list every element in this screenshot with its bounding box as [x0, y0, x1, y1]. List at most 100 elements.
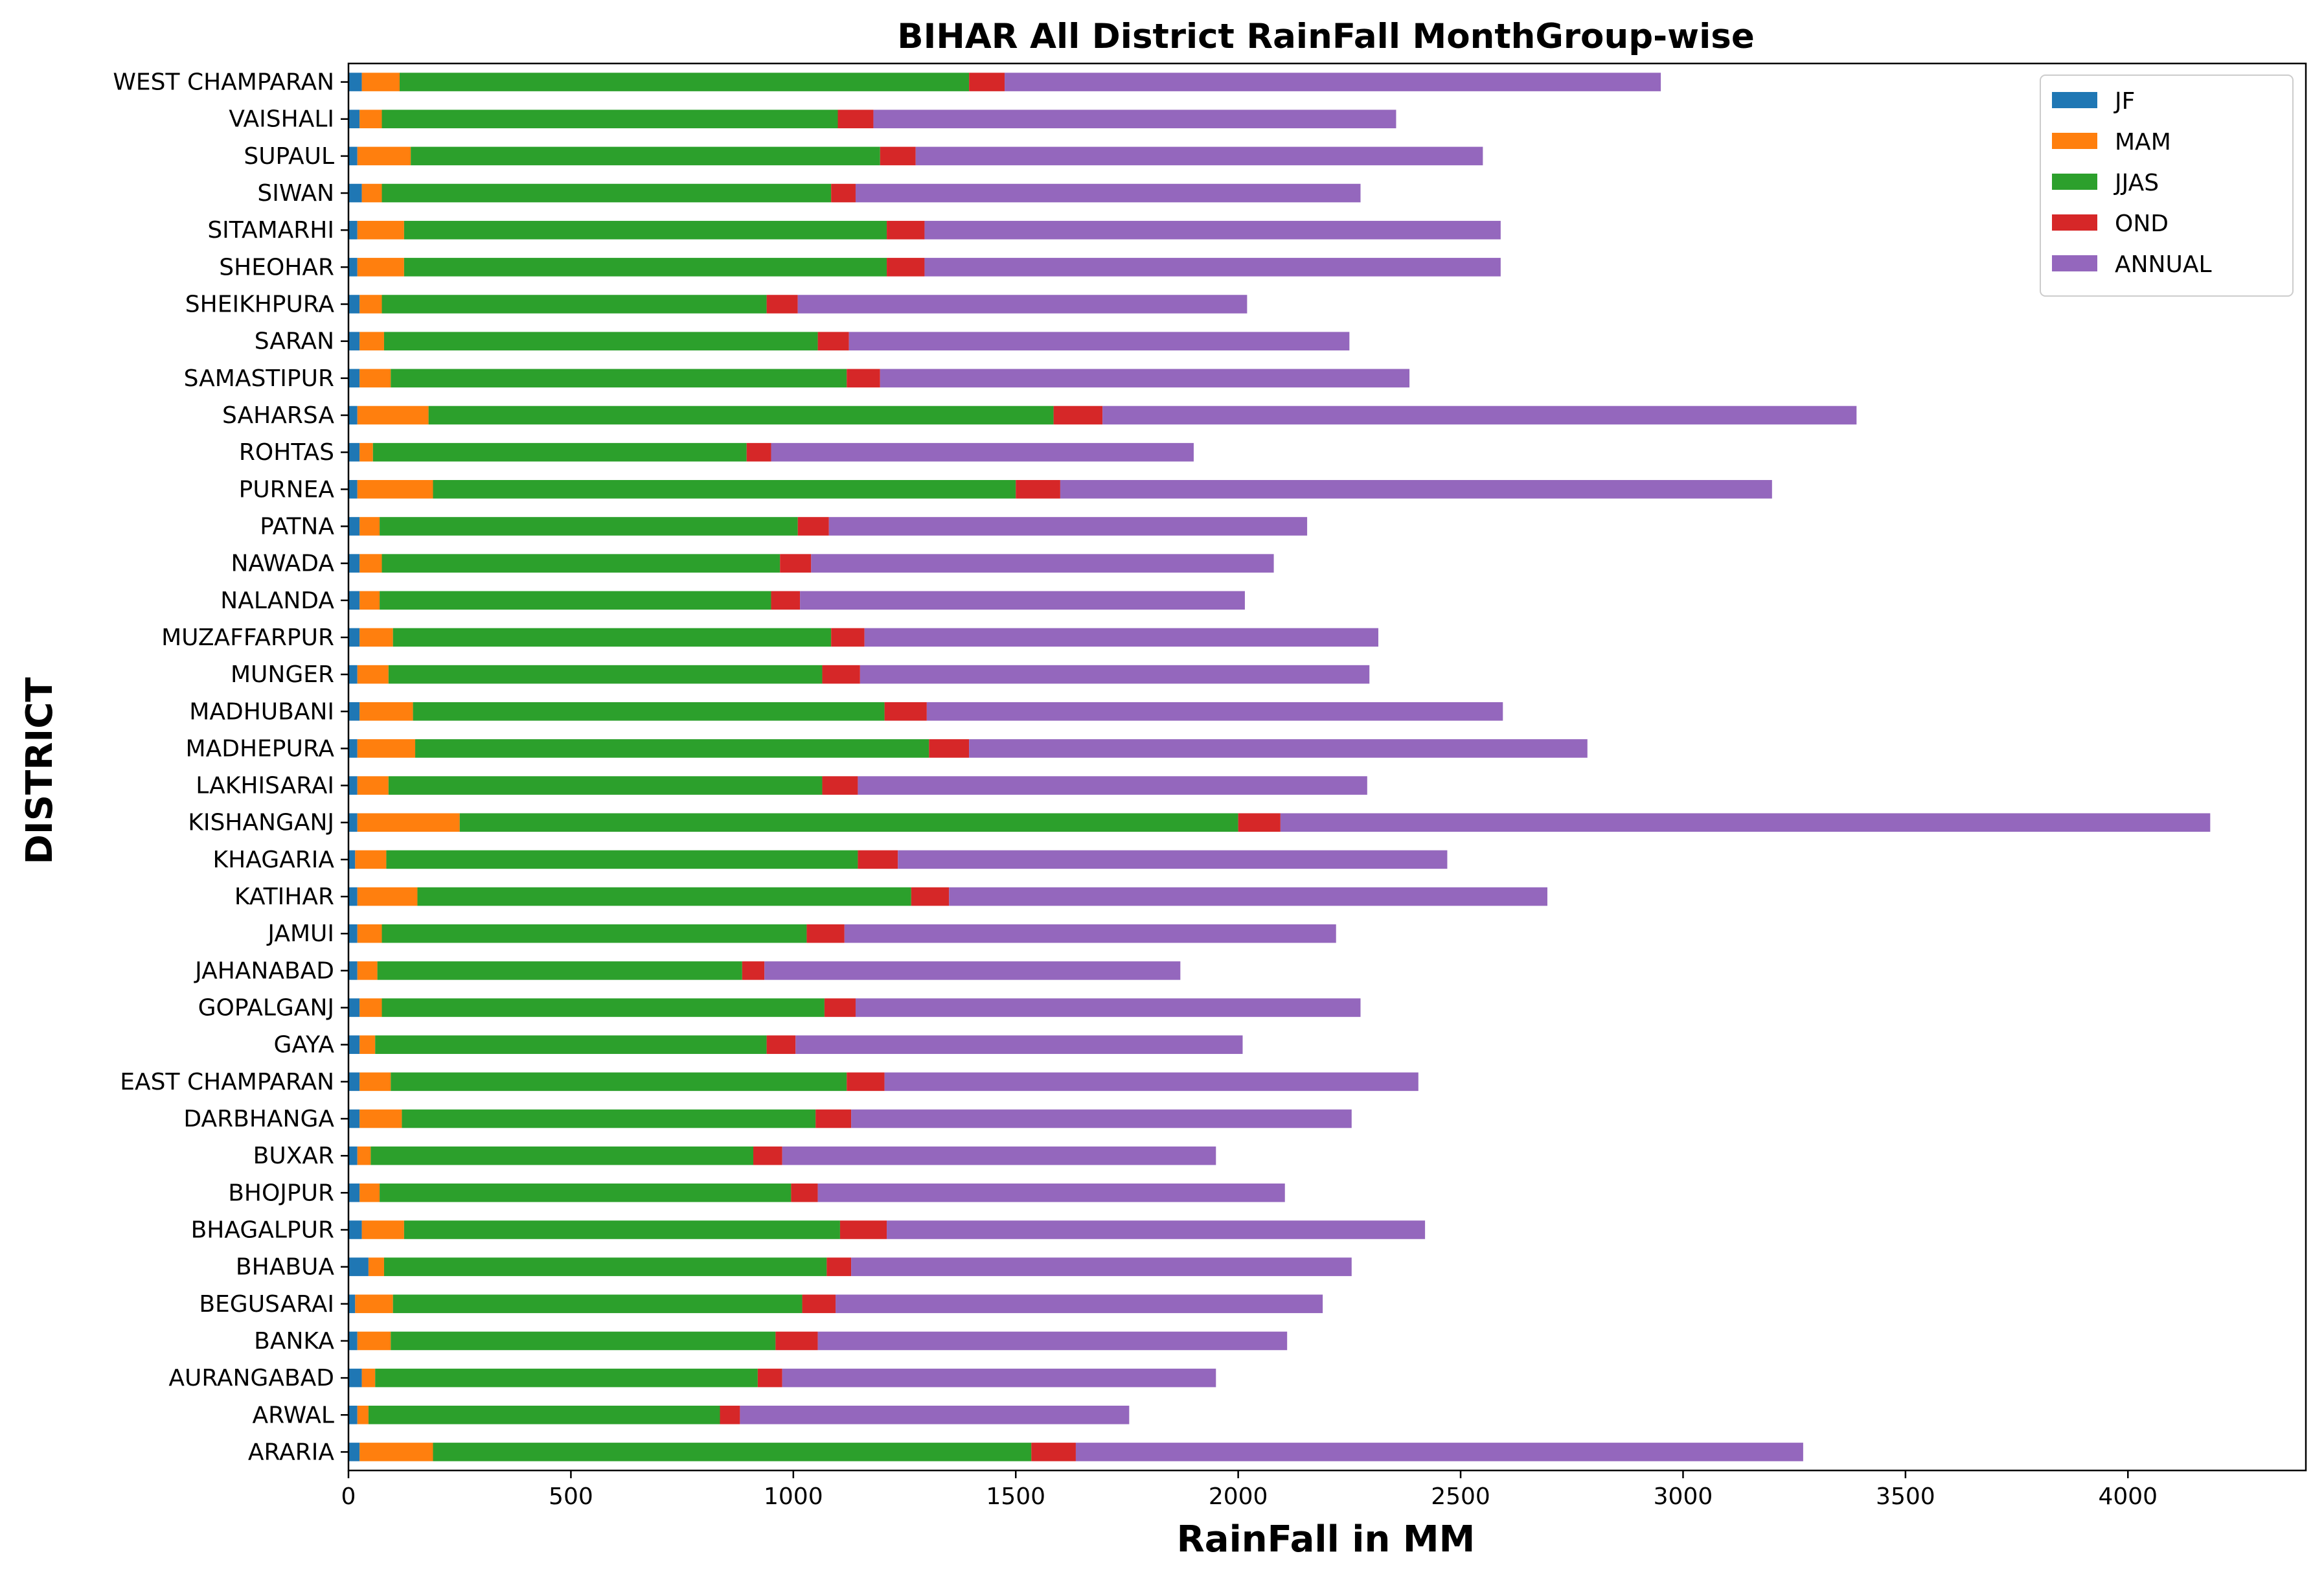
bar-jjas-aurangabad [375, 1368, 758, 1388]
bar-jjas-sitamarhi [404, 220, 887, 240]
bar-jf-banka [348, 1331, 358, 1351]
bar-mam-vaishali [359, 109, 382, 129]
bar-ond-banka [775, 1331, 818, 1351]
bar-jjas-arwal [368, 1405, 720, 1424]
bar-jf-saran [348, 332, 360, 350]
x-axis-ticks: 0 500 1000 1500 2000 2500 3000 3500 4000 [341, 1470, 2158, 1510]
y-axis-title: DISTRICT [19, 677, 61, 864]
bar-mam-bhagalpur [361, 1220, 404, 1239]
bar-mam-darbhanga [359, 1109, 402, 1128]
bar-mam-katihar [357, 887, 418, 906]
bar-mam-banka [357, 1331, 391, 1351]
bar-mam-west-champaran [361, 73, 400, 91]
bar-jf-buxar [348, 1146, 358, 1165]
bar-annual-araria [1075, 1443, 1803, 1461]
bar-jjas-sheohar [404, 258, 887, 277]
y-axis-ticks: ARARIA ARWAL AURANGABAD BANKA BEGUSARAI BHABU… [113, 69, 348, 1465]
bar-jjas-banka [391, 1331, 776, 1351]
y-tick-label: BANKA [254, 1328, 334, 1355]
legend-swatch-jjas [2052, 174, 2097, 190]
bar-mam-siwan [361, 183, 382, 203]
bar-ond-kishanganj [1238, 813, 1281, 832]
legend-swatch-mam [2052, 133, 2097, 149]
bar-jf-jahanabad [348, 961, 358, 980]
bar-annual-jamui [844, 924, 1336, 943]
y-tick-label: SITAMARHI [207, 217, 334, 244]
bar-jjas-siwan [382, 183, 832, 203]
bar-ond-samastipur [847, 369, 880, 388]
x-tick-label: 3500 [1876, 1483, 1935, 1510]
x-tick-label: 1000 [764, 1483, 823, 1510]
bar-jjas-madhepura [415, 739, 929, 758]
y-tick-label: ARARIA [248, 1439, 334, 1465]
bar-annual-aurangabad [782, 1368, 1216, 1388]
y-tick-label: JAMUI [266, 921, 334, 947]
bar-jf-nawada [348, 554, 360, 573]
y-tick-label: JAHANABAD [194, 957, 334, 984]
y-tick-label: ROHTAS [239, 439, 334, 466]
bar-annual-samastipur [880, 369, 1410, 388]
bar-annual-patna [828, 517, 1308, 536]
bar-ond-nawada [780, 554, 812, 573]
bar-ond-jahanabad [742, 961, 765, 980]
y-tick-label: BHABUA [236, 1254, 334, 1281]
bar-jf-sheikhpura [348, 295, 360, 314]
y-tick-label: SHEOHAR [219, 254, 334, 280]
bar-jjas-saran [383, 332, 818, 350]
bar-annual-begusarai [836, 1294, 1323, 1314]
bar-jf-bhabua [348, 1257, 369, 1276]
bar-jf-bhagalpur [348, 1220, 362, 1239]
bar-annual-purnea [1060, 480, 1772, 499]
y-tick-label: SAMASTIPUR [184, 365, 334, 392]
bar-ond-munger [822, 665, 860, 684]
bar-ond-siwan [831, 183, 856, 203]
bar-ond-aurangabad [757, 1368, 782, 1388]
bar-annual-banka [817, 1331, 1288, 1351]
bar-ond-bhabua [826, 1257, 852, 1276]
y-tick-label: KATIHAR [234, 884, 334, 910]
bar-ond-lakhisarai [822, 776, 858, 795]
bar-jjas-nalanda [380, 591, 771, 610]
bar-mam-nalanda [359, 591, 380, 610]
y-tick-label: GAYA [273, 1032, 334, 1058]
y-tick-label: BHOJPUR [228, 1180, 334, 1206]
bar-ond-araria [1031, 1443, 1076, 1461]
bar-mam-lakhisarai [357, 776, 389, 795]
bar-mam-bhabua [368, 1257, 384, 1276]
x-tick-label: 0 [341, 1483, 356, 1510]
bar-jf-darbhanga [348, 1109, 360, 1128]
bar-mam-sitamarhi [357, 220, 404, 240]
bar-annual-west-champaran [1005, 73, 1661, 91]
bar-mam-saharsa [357, 406, 429, 425]
bar-jjas-araria [433, 1443, 1032, 1461]
bar-jjas-jahanabad [377, 961, 742, 980]
bar-ond-supaul [880, 146, 916, 166]
bar-jjas-east-champaran [391, 1072, 847, 1092]
y-tick-label: BUXAR [253, 1143, 334, 1169]
bar-jf-aurangabad [348, 1368, 362, 1388]
bar-annual-nalanda [800, 591, 1245, 610]
bar-annual-supaul [915, 146, 1483, 166]
bar-jjas-katihar [417, 887, 911, 906]
bar-jjas-khagaria [386, 850, 858, 869]
bar-jf-west-champaran [348, 73, 362, 91]
bar-jf-vaishali [348, 109, 360, 129]
bar-mam-jahanabad [357, 961, 378, 980]
bar-ond-purnea [1016, 480, 1060, 499]
bar-jjas-madhubani [413, 702, 885, 721]
bar-jf-supaul [348, 146, 358, 166]
bar-mam-purnea [357, 480, 433, 499]
bar-ond-khagaria [858, 850, 898, 869]
y-tick-label: KHAGARIA [213, 847, 335, 873]
bar-jf-patna [348, 517, 360, 536]
bar-mam-madhubani [359, 702, 413, 721]
bar-jjas-samastipur [391, 369, 847, 388]
bar-jjas-vaishali [382, 109, 838, 129]
bar-annual-khagaria [898, 850, 1448, 869]
bar-annual-saran [849, 332, 1350, 350]
bar-ond-jamui [806, 924, 845, 943]
bar-mam-buxar [357, 1146, 371, 1165]
bar-ond-east-champaran [847, 1072, 885, 1092]
bar-mam-kishanganj [357, 813, 460, 832]
